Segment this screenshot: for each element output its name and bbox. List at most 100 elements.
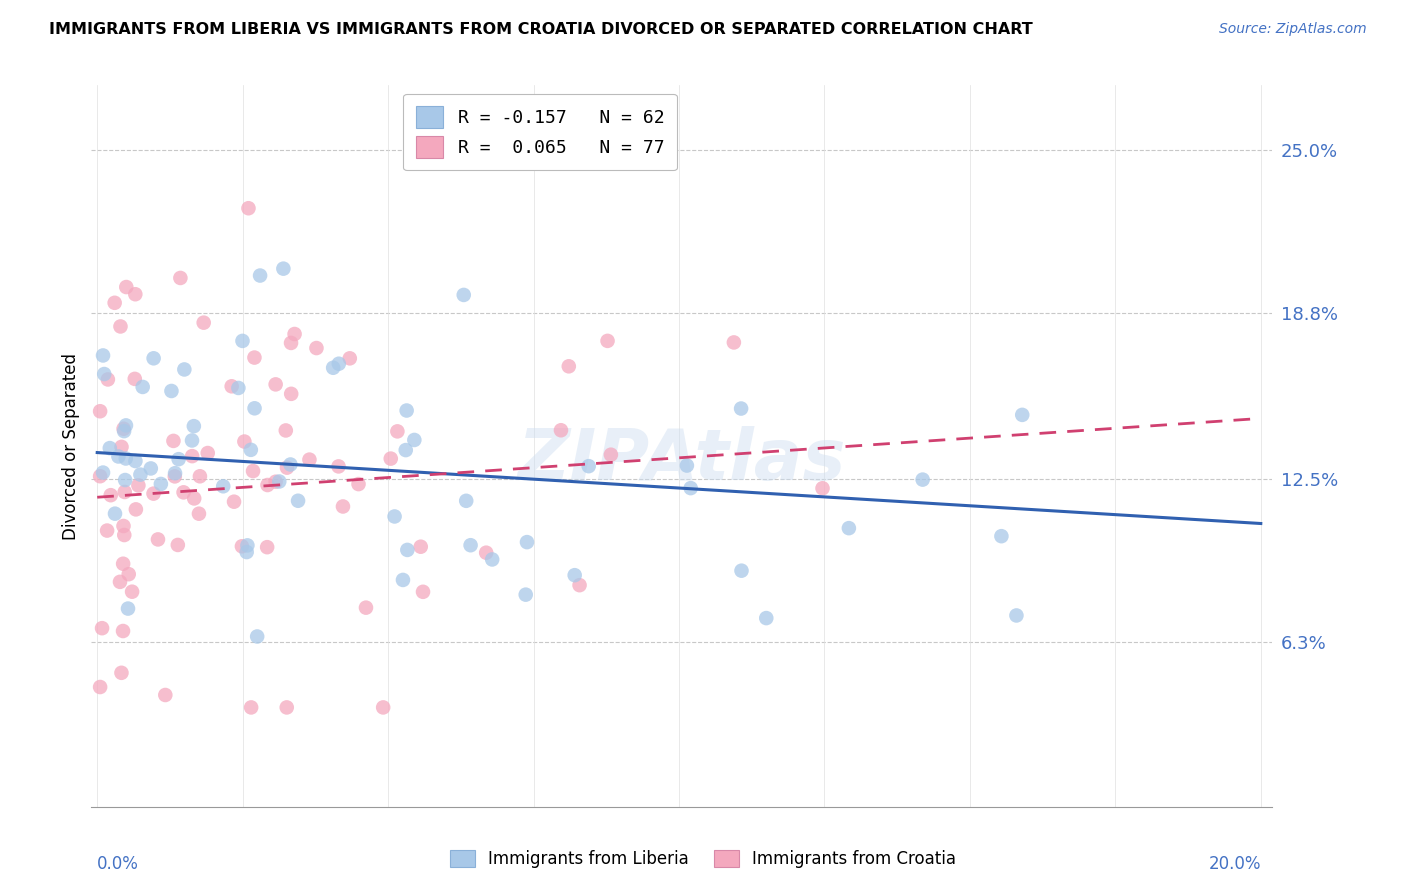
Point (167, 452, 190, 467)
Point (240, 700, 263, 714)
Point (679, 481, 702, 495)
Point (212, 479, 235, 493)
Point (256, 478, 278, 492)
Point (104, 295, 127, 310)
Point (163, 467, 186, 481)
Point (125, 502, 148, 516)
Point (166, 538, 188, 552)
Point (112, 557, 135, 571)
Point (380, 451, 402, 466)
Point (730, 564, 752, 578)
Point (838, 521, 860, 535)
Point (163, 469, 186, 483)
Point (396, 542, 419, 557)
Point (181, 449, 204, 463)
Point (339, 351, 361, 366)
Point (550, 423, 572, 437)
Point (91, 348, 114, 362)
Y-axis label: Divorced or Separated: Divorced or Separated (62, 352, 80, 540)
Point (236, 538, 259, 552)
Point (256, 540, 278, 554)
Point (112, 528, 135, 542)
Point (181, 434, 204, 448)
Point (124, 372, 146, 386)
Point (249, 268, 271, 283)
Point (558, 359, 581, 374)
Point (107, 450, 129, 464)
Point (129, 467, 152, 482)
Point (395, 443, 418, 458)
Point (481, 552, 503, 566)
Point (188, 469, 211, 483)
Point (169, 271, 191, 285)
Point (131, 380, 153, 394)
Point (242, 464, 264, 478)
Point (599, 448, 621, 462)
Point (124, 454, 146, 468)
Point (911, 473, 934, 487)
Point (173, 485, 195, 500)
Point (233, 434, 256, 449)
Text: 20.0%: 20.0% (1208, 855, 1261, 872)
Point (91, 466, 114, 480)
Point (246, 630, 269, 644)
Point (110, 665, 132, 680)
Point (384, 509, 406, 524)
Point (238, 201, 260, 215)
Point (197, 446, 219, 460)
Point (112, 519, 135, 533)
Point (280, 387, 302, 401)
Point (269, 475, 291, 489)
Point (305, 341, 328, 355)
Point (264, 377, 287, 392)
Point (298, 452, 321, 467)
Point (89, 680, 111, 694)
Point (155, 688, 177, 702)
Point (453, 288, 475, 302)
Legend: R = -0.157   N = 62, R =  0.065   N = 77: R = -0.157 N = 62, R = 0.065 N = 77 (404, 94, 676, 170)
Point (373, 700, 395, 714)
Point (755, 611, 778, 625)
Point (276, 460, 298, 475)
Point (118, 567, 141, 582)
Point (1011, 408, 1033, 422)
Point (228, 381, 250, 395)
Point (332, 500, 354, 514)
Point (328, 357, 350, 371)
Point (108, 574, 131, 589)
Point (811, 481, 834, 495)
Point (117, 601, 139, 615)
Point (115, 280, 138, 294)
Point (235, 545, 257, 559)
Point (456, 493, 478, 508)
Point (142, 351, 165, 366)
Point (173, 362, 195, 376)
Point (516, 535, 538, 549)
Point (139, 461, 162, 475)
Point (127, 478, 149, 492)
Point (347, 477, 370, 491)
Point (273, 261, 295, 276)
Point (146, 533, 169, 547)
Point (274, 424, 297, 438)
Point (354, 600, 377, 615)
Point (239, 442, 262, 457)
Point (280, 458, 302, 472)
Text: IMMIGRANTS FROM LIBERIA VS IMMIGRANTS FROM CROATIA DIVORCED OR SEPARATED CORRELA: IMMIGRANTS FROM LIBERIA VS IMMIGRANTS FR… (49, 22, 1033, 37)
Point (160, 384, 183, 398)
Point (460, 538, 482, 552)
Point (100, 488, 122, 502)
Point (110, 440, 132, 454)
Point (676, 458, 699, 473)
Point (243, 401, 266, 416)
Point (96, 524, 118, 538)
Point (222, 494, 245, 508)
Point (387, 425, 409, 439)
Point (97, 372, 120, 386)
Point (114, 485, 136, 500)
Point (730, 401, 752, 416)
Point (231, 539, 253, 553)
Point (515, 588, 537, 602)
Point (475, 546, 498, 560)
Point (284, 326, 307, 341)
